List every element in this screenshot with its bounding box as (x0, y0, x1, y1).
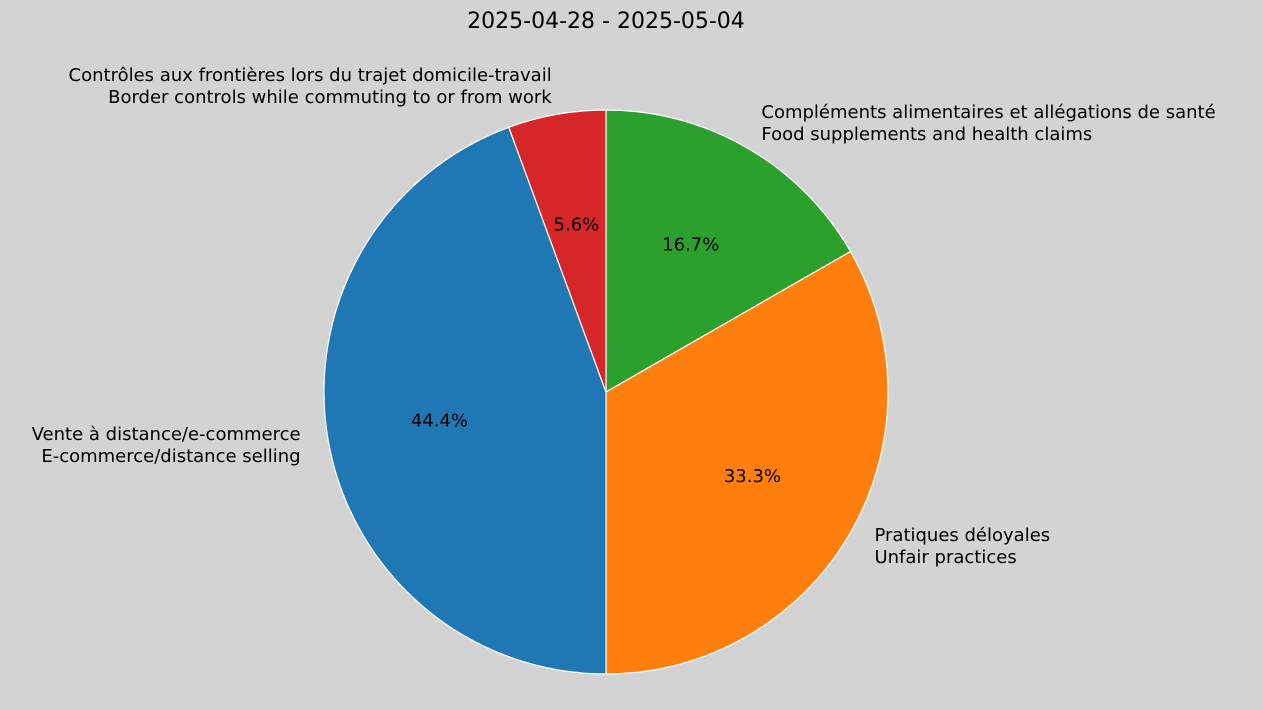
chart-title: 2025-04-28 - 2025-05-04 (467, 9, 745, 34)
percent-label: 33.3% (724, 466, 781, 487)
category-label: Compléments alimentaires et allégations … (761, 101, 1216, 145)
percent-label: 16.7% (662, 235, 719, 256)
pie-wedge (605, 109, 852, 394)
category-label: Pratiques déloyales Unfair practices (874, 525, 1051, 569)
pie-wedge (605, 250, 889, 675)
category-label: Vente à distance/e-commerce E-commerce/d… (31, 424, 301, 468)
pie-wedge (323, 126, 607, 675)
percent-label: 5.6% (554, 214, 600, 235)
percent-label: 44.4% (411, 411, 468, 432)
pie-wedge (508, 109, 607, 393)
category-label: Contrôles aux frontières lors du trajet … (68, 64, 552, 108)
